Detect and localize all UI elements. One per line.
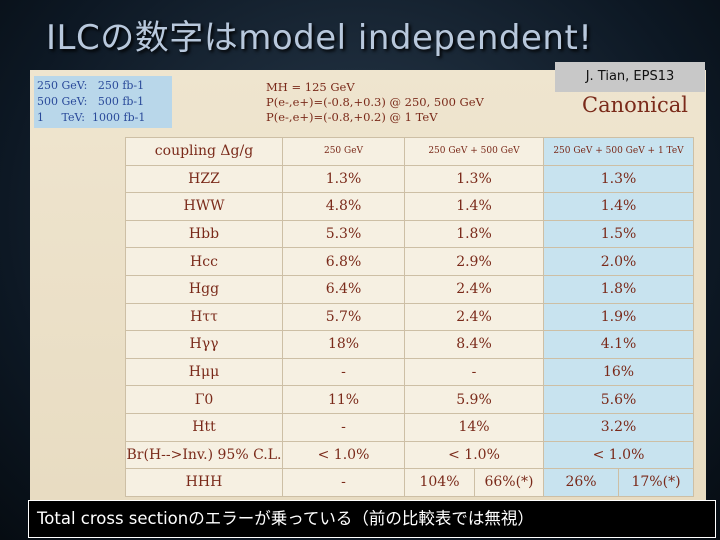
table-cell: 5.7% (282, 302, 405, 332)
table-cell: 18% (282, 330, 405, 359)
table-row: Hττ 5.7% 2.4% 1.9% (125, 302, 695, 332)
table-cell: Hγγ (125, 330, 283, 359)
table-cell: 2.4% (404, 274, 544, 304)
table-cell: HZZ (125, 164, 283, 194)
table-cell: - (282, 468, 405, 497)
table-cell: 1.3% (542, 164, 695, 194)
table-cell: 1.8% (542, 274, 695, 304)
table-cell: 6.4% (282, 274, 405, 304)
table-cell: - (282, 412, 405, 442)
table-cell: 1.8% (404, 219, 544, 249)
table-row: Htt -14% 3.2% (125, 412, 695, 442)
canonical-label: Canonical (582, 93, 688, 117)
table-cell: 1.4% (404, 192, 544, 221)
table-cell: Br(H-->Inv.) 95% C.L. (125, 440, 283, 470)
header-cell: 250 GeV (282, 137, 405, 166)
table-cell: Hbb (125, 219, 283, 249)
table-cell: Hττ (125, 302, 283, 332)
conditions: MH = 125 GeV P(e-,e+)=(-0.8,+0.3) @ 250, … (266, 80, 484, 125)
table-row: HZZ 1.3% 1.3% 1.3% (125, 164, 695, 194)
table-cell: 17%(*) (617, 468, 695, 497)
table-row: Γ0 11% 5.9% 5.6% (125, 385, 695, 414)
header-cell: coupling Δg/g (125, 137, 283, 166)
table-cell: 2.0% (542, 247, 695, 276)
table-cell: 104% (404, 468, 475, 497)
info-line: 500 GeV: 500 fb-1 (37, 95, 145, 108)
table-cell: 4.1% (542, 330, 695, 359)
table-cell: 26% (543, 468, 619, 497)
table-cell: Γ0 (125, 385, 283, 414)
table-cell: Htt (125, 412, 283, 442)
table-cell: < 1.0% (282, 440, 405, 470)
table-cell: 1.9% (542, 302, 695, 332)
table-cell: 5.6% (542, 385, 695, 414)
table-cell: Hgg (125, 274, 283, 304)
footnote: Total cross sectionのエラーが乗っている（前の比較表では無視） (28, 500, 716, 538)
condition-line: P(e-,e+)=(-0.8,+0.3) @ 250, 500 GeV (266, 95, 484, 109)
table-row: HWW 4.8% 1.4% 1.4% (125, 192, 695, 221)
table-row: HHH -104% 66%(*) 26% 17%(*) (125, 468, 695, 497)
table-cell: 2.9% (404, 247, 544, 276)
table-cell: 11% (282, 385, 405, 414)
table-row: Hμμ - -16% (125, 357, 695, 387)
table-row: Hbb 5.3% 1.8% 1.5% (125, 219, 695, 249)
table-cell: 8.4% (404, 330, 544, 359)
table-row: Br(H-->Inv.) 95% C.L. < 1.0% < 1.0% < 1.0% (125, 440, 695, 470)
table-cell: 6.8% (282, 247, 405, 276)
condition-line: MH = 125 GeV (266, 80, 355, 94)
table-cell: < 1.0% (542, 440, 695, 470)
header-cell: 250 GeV + 500 GeV (404, 137, 544, 166)
header-row: coupling Δg/g 250 GeV 250 GeV + 500 GeV 250… (125, 137, 695, 166)
slide-title: ILCの数字はmodel independent! (46, 18, 593, 58)
coupling-table: coupling Δg/g 250 GeV 250 GeV + 500 GeV 250… (125, 137, 695, 497)
table-cell: 1.5% (542, 219, 695, 249)
table-cell: 2.4% (404, 302, 544, 332)
table-cell: 66%(*) (474, 468, 544, 497)
table-cell: < 1.0% (404, 440, 544, 470)
table-row: Hcc 6.8% 2.9% 2.0% (125, 247, 695, 276)
table-cell: 5.3% (282, 219, 405, 249)
header-cell: 250 GeV + 500 GeV + 1 TeV (542, 137, 695, 166)
condition-line: P(e-,e+)=(-0.8,+0.2) @ 1 TeV (266, 110, 438, 124)
table-cell: 5.9% (404, 385, 544, 414)
table-cell: 1.3% (404, 164, 544, 194)
table-cell: Hcc (125, 247, 283, 276)
table-row: Hγγ 18% 8.4% 4.1% (125, 330, 695, 359)
table-cell: Hμμ (125, 357, 283, 387)
table-cell: 1.3% (282, 164, 405, 194)
info-line: 250 GeV: 250 fb-1 (37, 79, 145, 92)
table-cell: 1.4% (542, 192, 695, 221)
reference: J. Tian, EPS13 (555, 62, 705, 92)
table-cell: HWW (125, 192, 283, 221)
table-cell: 4.8% (282, 192, 405, 221)
info-line: 1 TeV: 1000 fb-1 (37, 111, 146, 124)
info-box: 250 GeV: 250 fb-1 500 GeV: 500 fb-1 1 TeV:… (34, 76, 172, 128)
table-row: Hgg 6.4% 2.4% 1.8% (125, 274, 695, 304)
table-cell: - (282, 357, 405, 387)
table-cell: 3.2% (542, 412, 695, 442)
table-cell: - (404, 357, 544, 387)
table-cell: HHH (125, 468, 283, 497)
table-cell: 16% (542, 357, 695, 387)
table-cell: 14% (404, 412, 544, 442)
